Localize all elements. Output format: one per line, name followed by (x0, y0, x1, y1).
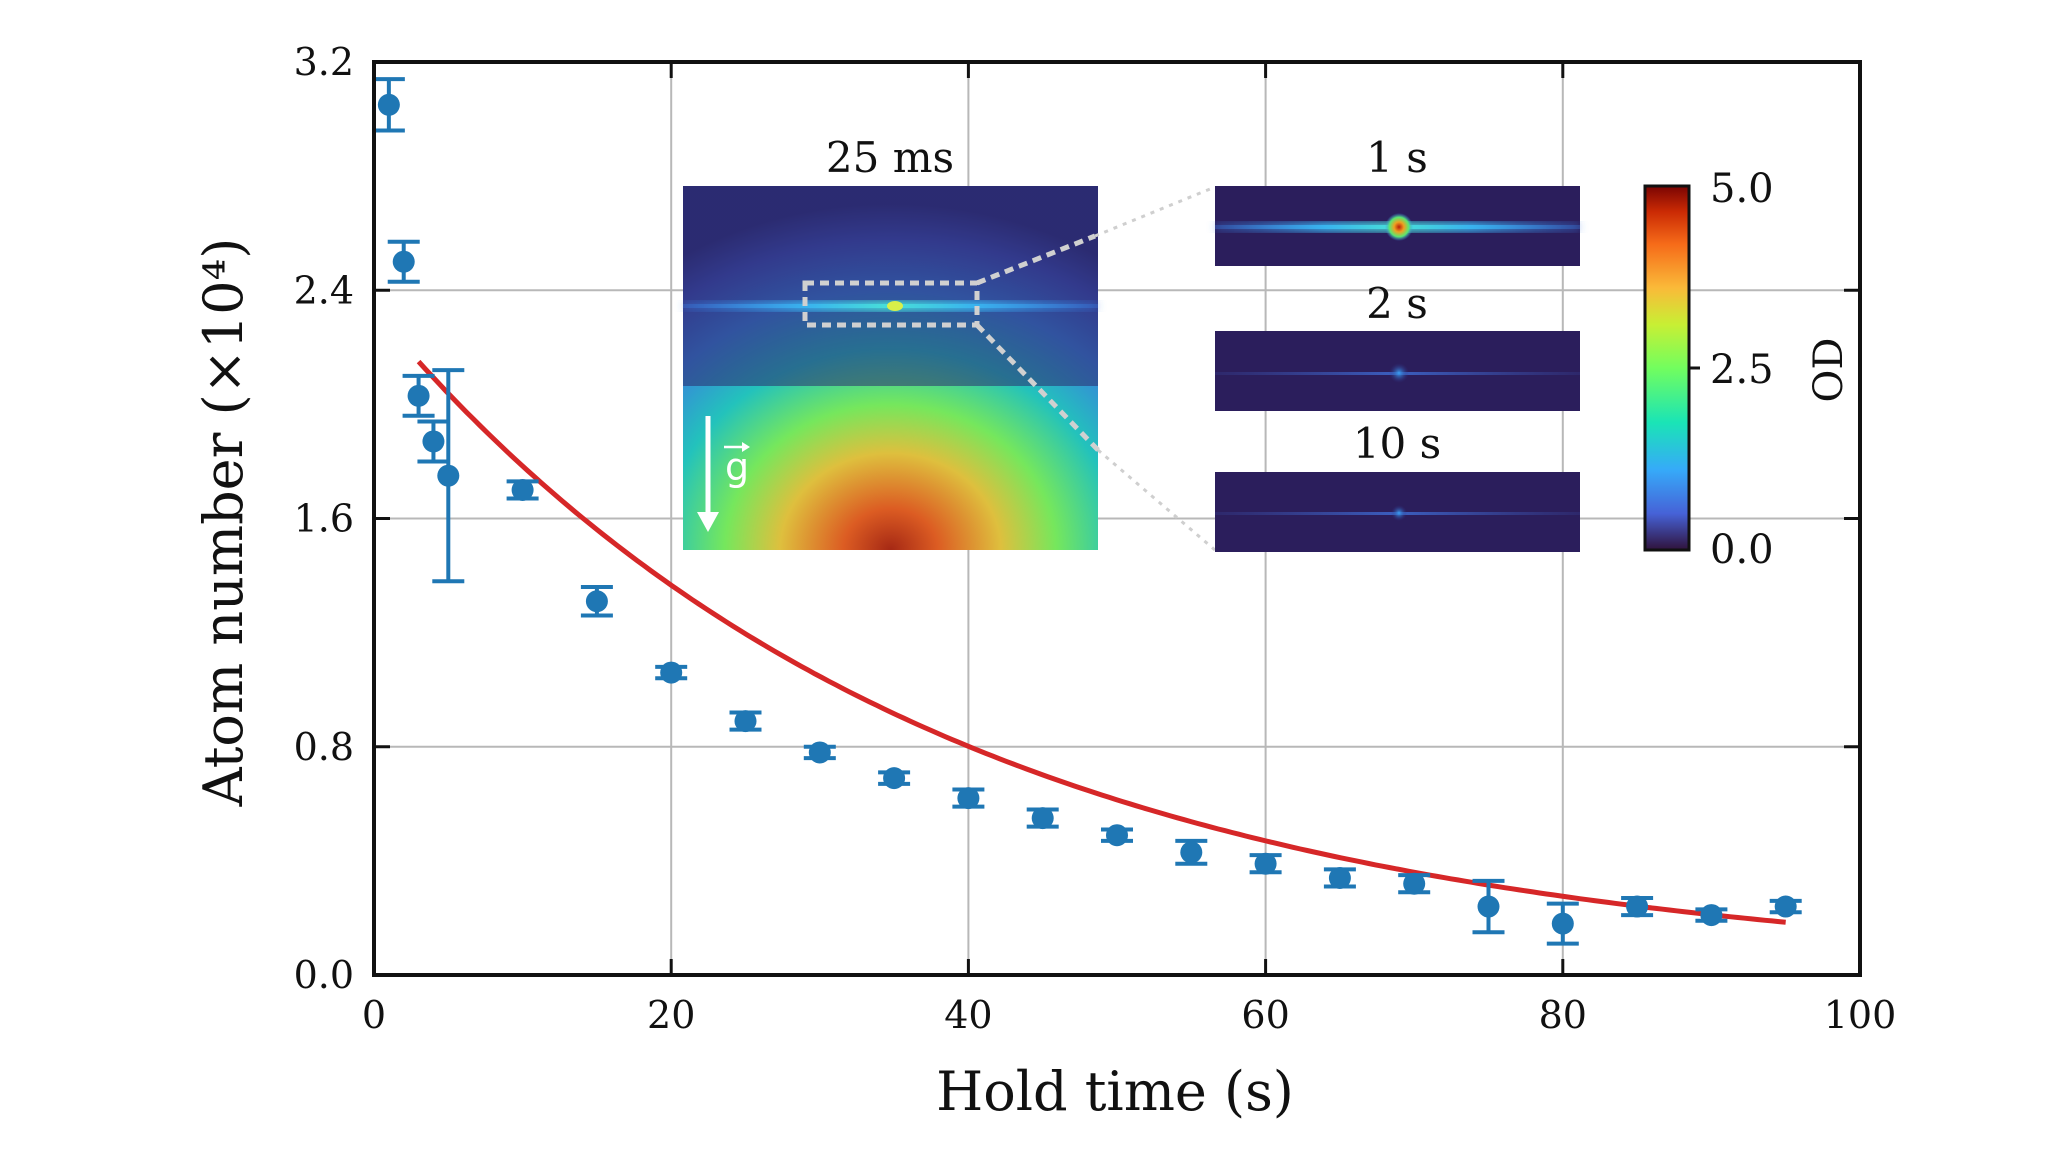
data-point (580, 584, 613, 618)
data-marker (407, 384, 430, 407)
data-marker (1403, 872, 1426, 895)
data-point (1769, 895, 1802, 918)
data-marker (1477, 895, 1500, 918)
data-marker (511, 478, 534, 501)
data-marker (1626, 895, 1649, 918)
data-marker (437, 464, 460, 487)
data-point (1398, 872, 1431, 895)
panel-title-2s: 2 s (1366, 279, 1428, 328)
data-point (402, 373, 435, 418)
data-marker (734, 710, 757, 733)
data-point (878, 767, 911, 790)
data-point (1472, 878, 1505, 935)
x-tick-label: 20 (647, 993, 695, 1037)
data-point (1546, 901, 1579, 946)
data-point (417, 419, 450, 464)
data-points-group (372, 77, 1802, 946)
y-tick-label: 3.2 (294, 40, 354, 84)
data-marker (883, 767, 906, 790)
colorbar-label: OD (1806, 338, 1852, 403)
plot-frame (372, 60, 1862, 977)
y-tick-labels: 0.0 0.8 1.6 2.4 3.2 (294, 40, 354, 997)
y-axis-label: Atom number (×10⁴) (192, 238, 255, 808)
data-marker (585, 590, 608, 613)
colorbar (1643, 184, 1700, 552)
panel-title-10s: 10 s (1353, 419, 1441, 468)
data-point (1695, 904, 1728, 927)
data-marker (957, 787, 980, 810)
data-point (1101, 824, 1133, 847)
main-image-title: 25 ms (826, 133, 954, 182)
data-marker (422, 430, 445, 453)
data-marker (1031, 807, 1054, 830)
x-tick-label: 60 (1241, 993, 1289, 1037)
data-marker (1551, 912, 1574, 935)
data-point (387, 239, 420, 284)
colorbar-tick-mid: 2.5 (1710, 347, 1774, 393)
colorbar-tick-max: 5.0 (1710, 166, 1774, 212)
panel-title-1s: 1 s (1366, 133, 1428, 182)
y-tick-label: 2.4 (294, 268, 354, 312)
data-point (1249, 852, 1282, 875)
y-tick-label: 0.0 (294, 953, 354, 997)
data-point (372, 77, 405, 133)
data-point (655, 661, 688, 684)
data-marker (1774, 895, 1797, 918)
data-point (1026, 807, 1059, 830)
axes-frame (372, 60, 1862, 977)
panel-1s (1215, 186, 1580, 266)
data-marker (808, 741, 831, 764)
data-point (1175, 838, 1208, 866)
panel-2s (1215, 331, 1580, 411)
colorbar-tick-min: 0.0 (1710, 527, 1774, 573)
data-point (506, 478, 539, 501)
gravity-label: g (725, 445, 749, 489)
x-tick-label: 0 (362, 993, 386, 1037)
data-point (803, 741, 836, 764)
data-marker (660, 661, 683, 684)
data-marker (1254, 852, 1277, 875)
fit-curve (416, 359, 1786, 925)
x-tick-labels: 0 20 40 60 80 100 (362, 993, 1896, 1037)
zoom-indicator (802, 185, 1216, 552)
panel-10s (1215, 472, 1580, 552)
data-marker (1106, 824, 1128, 847)
y-tick-label: 1.6 (294, 497, 354, 541)
data-marker (1700, 904, 1723, 927)
data-marker (377, 93, 400, 116)
fit-curve-group (416, 359, 1786, 925)
data-point (1621, 895, 1654, 918)
x-tick-label: 40 (944, 993, 992, 1037)
x-tick-label: 100 (1824, 993, 1897, 1037)
y-tick-label: 0.8 (294, 725, 354, 769)
data-marker (1180, 841, 1203, 864)
gravity-arrow-icon (697, 416, 750, 532)
absorption-image-25ms (683, 186, 1098, 550)
x-axis-label: Hold time (s) (936, 1060, 1294, 1123)
data-point (432, 368, 465, 584)
x-tick-label: 80 (1539, 993, 1587, 1037)
data-marker (1328, 866, 1351, 889)
data-marker (392, 250, 415, 273)
data-point (1323, 866, 1356, 889)
data-point (952, 787, 985, 810)
data-point (729, 710, 762, 733)
